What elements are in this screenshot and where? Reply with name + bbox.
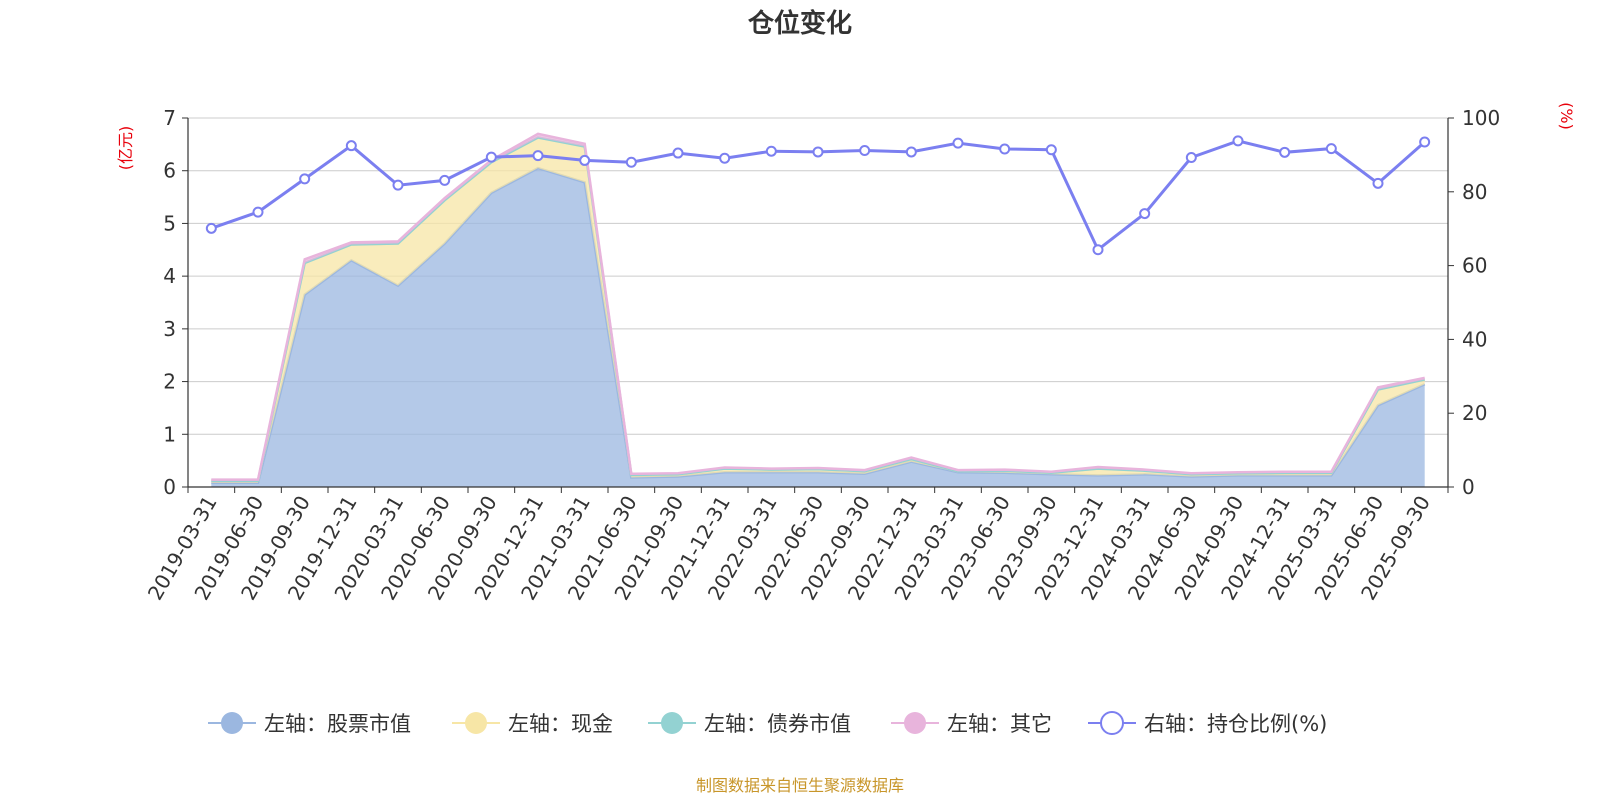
chart-title: 仓位变化 <box>747 8 852 39</box>
legend-label: 左轴：其它 <box>947 712 1052 736</box>
legend-marker <box>1100 711 1124 735</box>
left-axis-tick-label: 0 <box>163 475 176 499</box>
left-axis-tick-label: 1 <box>163 422 176 446</box>
ratio-point <box>1139 208 1151 220</box>
right-axis-tick-label: 60 <box>1462 254 1487 278</box>
ratio-point <box>952 137 964 149</box>
legend-marker <box>904 712 926 734</box>
legend: 左轴：股票市值 左轴：现金 左轴：债券市值 左轴：其它 右轴：持仓比例(%) <box>208 711 1327 736</box>
ratio-point <box>1045 144 1057 156</box>
area-series-0 <box>211 168 1425 487</box>
ratio-point <box>905 146 917 158</box>
legend-item: 左轴：股票市值 <box>208 712 411 736</box>
right-axis-unit: (%) <box>1557 102 1576 130</box>
ratio-point <box>252 206 264 218</box>
stacked-areas <box>211 132 1426 487</box>
ratio-point <box>859 144 871 156</box>
ratio-point <box>1325 143 1337 155</box>
right-axis-tick-label: 80 <box>1462 180 1487 204</box>
right-axis-tick-label: 40 <box>1462 327 1487 351</box>
ratio-point <box>485 151 497 163</box>
legend-label: 左轴：现金 <box>508 712 613 736</box>
ratio-point <box>625 156 637 168</box>
ratio-point <box>719 152 731 164</box>
legend-label: 左轴：债券市值 <box>704 712 851 736</box>
ratio-point <box>392 179 404 191</box>
ratio-point <box>672 147 684 159</box>
ratio-point <box>1279 146 1291 158</box>
left-axis-tick-label: 3 <box>163 317 176 341</box>
ratio-point <box>299 173 311 185</box>
ratio-point <box>579 154 591 166</box>
ratio-point <box>345 140 357 152</box>
left-axis-tick-label: 2 <box>163 370 176 394</box>
ratio-point <box>1185 151 1197 163</box>
legend-item: 左轴：现金 <box>452 712 613 736</box>
legend-item: 左轴：债券市值 <box>648 712 851 736</box>
ratio-point <box>765 145 777 157</box>
ratio-point <box>439 174 451 186</box>
ratio-point <box>999 143 1011 155</box>
ratio-point <box>1372 177 1384 189</box>
data-source-note: 制图数据来自恒生聚源数据库 <box>696 776 904 795</box>
right-axis-tick-label: 20 <box>1462 401 1487 425</box>
left-axis-unit: (亿元) <box>116 126 135 171</box>
left-axis-tick-label: 5 <box>163 211 176 235</box>
legend-item: 右轴：持仓比例(%) <box>1088 711 1327 736</box>
legend-label: 左轴：股票市值 <box>264 712 411 736</box>
legend-item: 左轴：其它 <box>891 712 1052 736</box>
legend-marker <box>465 712 487 734</box>
legend-label: 右轴：持仓比例(%) <box>1144 712 1327 736</box>
ratio-line <box>205 135 1431 256</box>
ratio-point <box>205 222 217 234</box>
right-axis-tick-label: 100 <box>1462 106 1500 130</box>
left-axis-tick-label: 7 <box>163 106 176 130</box>
area-series-edge-3 <box>211 132 1425 481</box>
ratio-point <box>532 150 544 162</box>
ratio-point <box>1092 244 1104 256</box>
legend-marker <box>661 712 683 734</box>
left-axis-tick-label: 4 <box>163 264 176 288</box>
right-axis-tick-label: 0 <box>1462 475 1475 499</box>
ratio-point <box>1232 135 1244 147</box>
legend-marker <box>221 712 243 734</box>
left-axis-tick-label: 6 <box>163 159 176 183</box>
ratio-point <box>812 146 824 158</box>
ratio-point <box>1419 136 1431 148</box>
